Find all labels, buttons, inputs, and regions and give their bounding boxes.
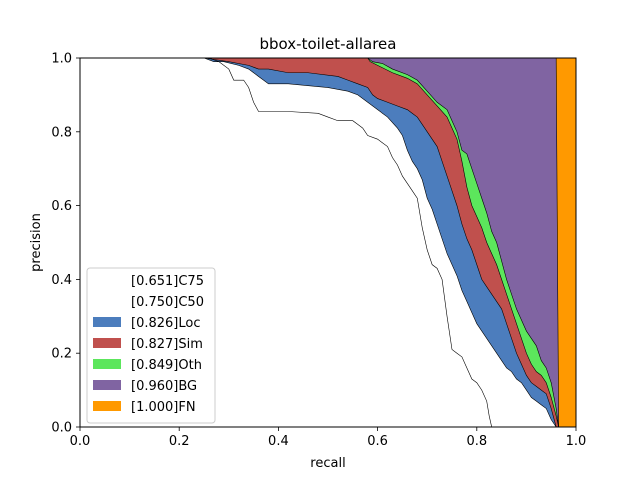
x-tick-label: 1.0 (566, 434, 587, 449)
line--0-827-sim (80, 57, 559, 428)
line--0-750-c50 (80, 57, 557, 428)
legend-swatch (93, 275, 121, 285)
x-tick-label: 0.2 (169, 434, 190, 449)
legend-label: [0.750]C50 (131, 295, 204, 310)
legend-swatch (93, 380, 121, 390)
plot-frame (79, 57, 577, 428)
line--0-849-oth (80, 57, 559, 428)
y-tick-label: 0.4 (51, 273, 72, 288)
x-tick-label: 0.4 (268, 434, 289, 449)
legend-swatch (93, 401, 121, 411)
y-tick-label: 0.0 (51, 421, 72, 436)
legend-label: [1.000]FN (131, 400, 196, 415)
line--0-651-c75 (80, 57, 492, 428)
y-axis-ticks: 0.0 0.2 0.4 0.6 0.8 1.0 (51, 52, 80, 436)
legend-label: [0.651]C75 (131, 274, 204, 289)
y-tick-label: 0.6 (51, 199, 72, 214)
legend-swatch (93, 338, 121, 348)
x-tick-label: 0.6 (367, 434, 388, 449)
area--0-960-bg (80, 58, 559, 427)
chart-title: bbox-toilet-allarea (260, 35, 397, 53)
legend-swatch (93, 359, 121, 369)
x-tick-label: 0.8 (466, 434, 487, 449)
area--0-750-c50 (80, 58, 557, 427)
legend-swatch (93, 296, 121, 306)
area--0-827-sim (80, 58, 559, 427)
legend-label: [0.849]Oth (131, 358, 202, 373)
line--0-826-loc (80, 57, 557, 428)
x-axis-ticks: 0.0 0.2 0.4 0.6 0.8 1.0 (70, 427, 587, 449)
x-axis-label: recall (310, 456, 345, 471)
legend-label: [0.826]Loc (131, 316, 200, 331)
y-tick-label: 1.0 (51, 52, 72, 67)
legend-label: [0.827]Sim (131, 337, 203, 352)
area--0-826-loc (80, 58, 557, 427)
legend: [0.651]C75 [0.750]C50 [0.826]Loc [0.827]Sim… (86, 267, 216, 424)
y-tick-label: 0.8 (51, 125, 72, 140)
x-tick-label: 0.0 (70, 434, 91, 449)
y-tick-label: 0.2 (51, 347, 72, 362)
y-axis-label: precision (29, 213, 44, 272)
legend-swatch (93, 317, 121, 327)
legend-label: [0.960]BG (131, 379, 197, 394)
